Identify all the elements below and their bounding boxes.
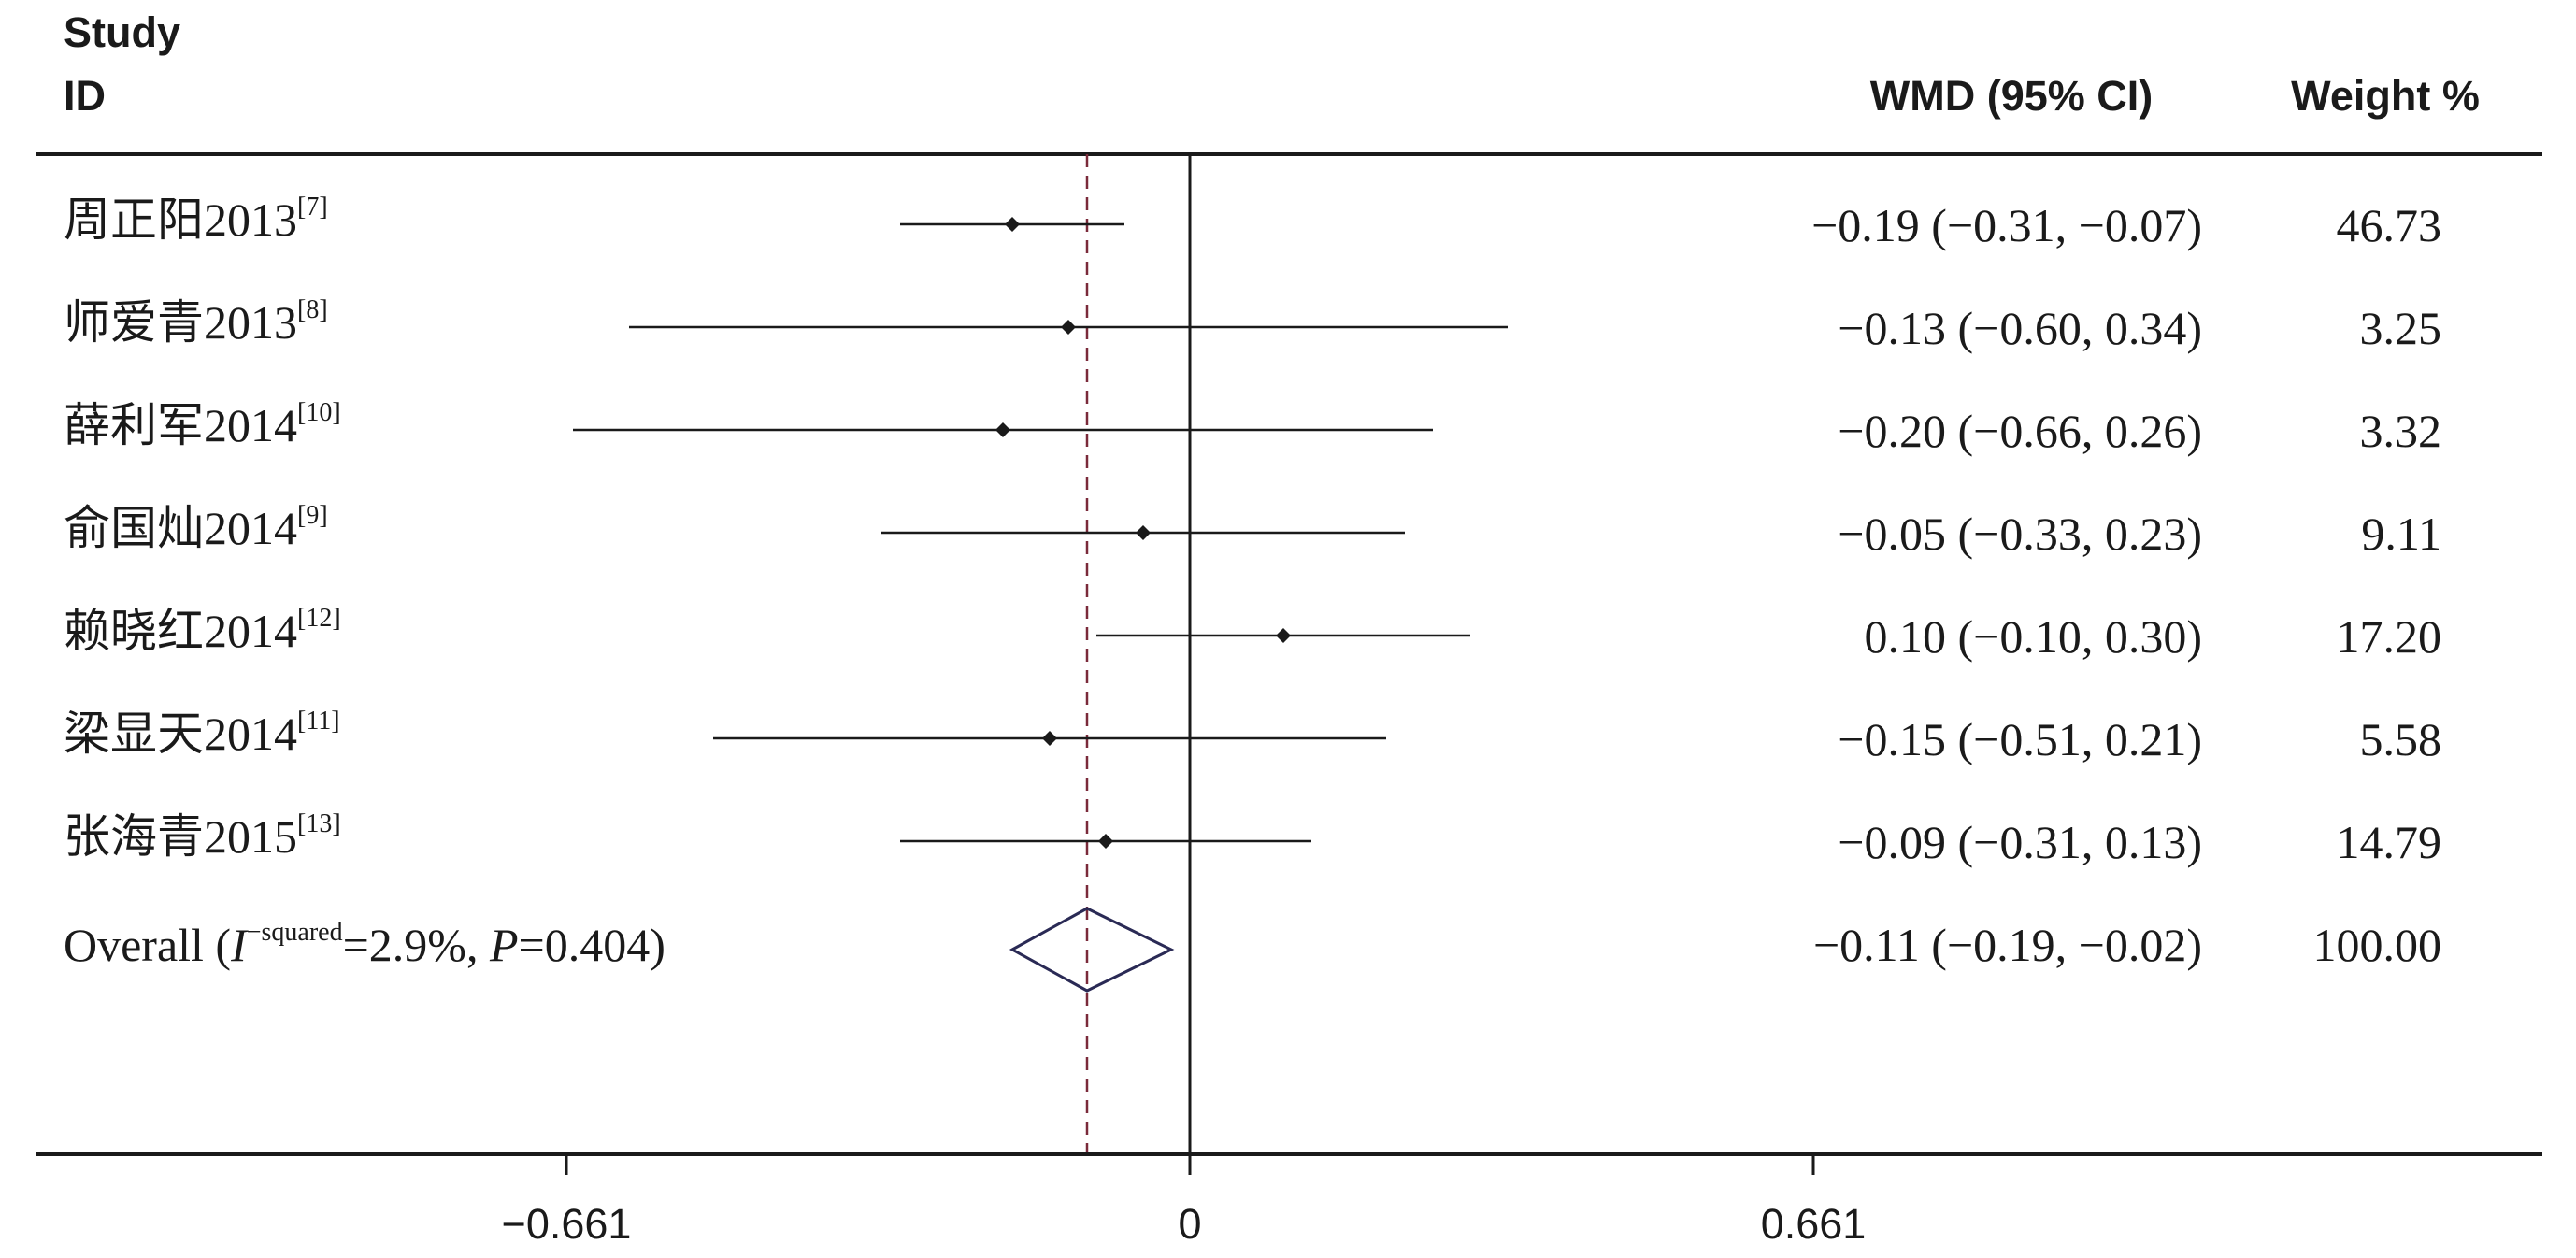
- study-label: 赖晓红2014[12]: [64, 605, 341, 657]
- study-ci: −0.15 (−0.51, 0.21): [1838, 713, 2202, 765]
- study-ci: −0.09 (−0.31, 0.13): [1838, 816, 2202, 868]
- study-name: 张海青2015: [64, 810, 297, 863]
- point-estimate: [1061, 320, 1076, 335]
- study-label: 师爱青2013[8]: [64, 296, 328, 349]
- study-ref: [11]: [297, 707, 340, 736]
- study-ref: [7]: [297, 193, 328, 222]
- study-weight: 17.20: [2336, 610, 2442, 663]
- study-name: 梁显天2014: [64, 708, 297, 760]
- point-estimate: [1005, 217, 1020, 232]
- x-tick-label: 0.661: [1761, 1200, 1867, 1248]
- study-ref: [8]: [297, 295, 328, 324]
- study-ref: [9]: [297, 501, 328, 530]
- overall-ci: −0.11 (−0.19, −0.02): [1812, 919, 2202, 971]
- study-weight: 14.79: [2336, 816, 2442, 868]
- study-ci: −0.13 (−0.60, 0.34): [1838, 302, 2202, 354]
- x-tick-label: 0: [1178, 1200, 1201, 1248]
- i-squared-superscript: −squared: [246, 918, 343, 947]
- study-weight: 3.25: [2359, 302, 2442, 354]
- study-header-line2: ID: [64, 72, 106, 120]
- study-name: 薛利军2014: [64, 399, 297, 451]
- study-name: 师爱青2013: [64, 296, 297, 349]
- weight-header: Weight %: [2291, 72, 2480, 120]
- overall-weight: 100.00: [2312, 919, 2442, 971]
- point-estimate: [1098, 834, 1113, 849]
- study-weight: 9.11: [2361, 507, 2441, 560]
- point-estimate: [1042, 731, 1057, 746]
- overall-prefix: Overall (: [64, 919, 232, 971]
- x-tick-label: −0.661: [502, 1200, 632, 1248]
- i-squared-value: =2.9%,: [342, 919, 490, 971]
- effect-header: WMD (95% CI): [1869, 72, 2154, 120]
- study-header-line1: Study: [64, 8, 181, 56]
- point-estimate: [1276, 628, 1291, 643]
- study-ref: [10]: [297, 398, 341, 427]
- study-ci: −0.19 (−0.31, −0.07): [1811, 199, 2202, 251]
- study-name: 周正阳2013: [64, 193, 297, 246]
- study-label: 张海青2015[13]: [64, 810, 341, 863]
- study-weight: 5.58: [2359, 713, 2442, 765]
- study-label: 梁显天2014[11]: [64, 707, 340, 760]
- overall-diamond: [1009, 907, 1175, 993]
- study-ref: [12]: [297, 604, 341, 633]
- study-ci: −0.20 (−0.66, 0.26): [1838, 405, 2202, 457]
- study-ci: 0.10 (−0.10, 0.30): [1864, 610, 2203, 663]
- study-ci: −0.05 (−0.33, 0.23): [1838, 507, 2202, 560]
- p-symbol: P: [489, 919, 519, 971]
- point-estimate: [995, 422, 1010, 437]
- study-weight: 3.32: [2359, 405, 2442, 457]
- study-name: 俞国灿2014: [64, 502, 297, 554]
- overall-label: Overall (I−squared=2.9%, P=0.404): [64, 919, 665, 971]
- study-name: 赖晓红2014: [64, 605, 297, 657]
- point-estimate: [1136, 525, 1151, 540]
- study-label: 俞国灿2014[9]: [64, 502, 328, 554]
- study-weight: 46.73: [2336, 199, 2442, 251]
- i-squared-symbol: I: [231, 919, 247, 971]
- p-value: =0.404): [518, 919, 665, 971]
- study-label: 周正阳2013[7]: [64, 193, 328, 246]
- header-rule: [36, 152, 2542, 156]
- study-ref: [13]: [297, 809, 341, 838]
- study-label: 薛利军2014[10]: [64, 399, 341, 451]
